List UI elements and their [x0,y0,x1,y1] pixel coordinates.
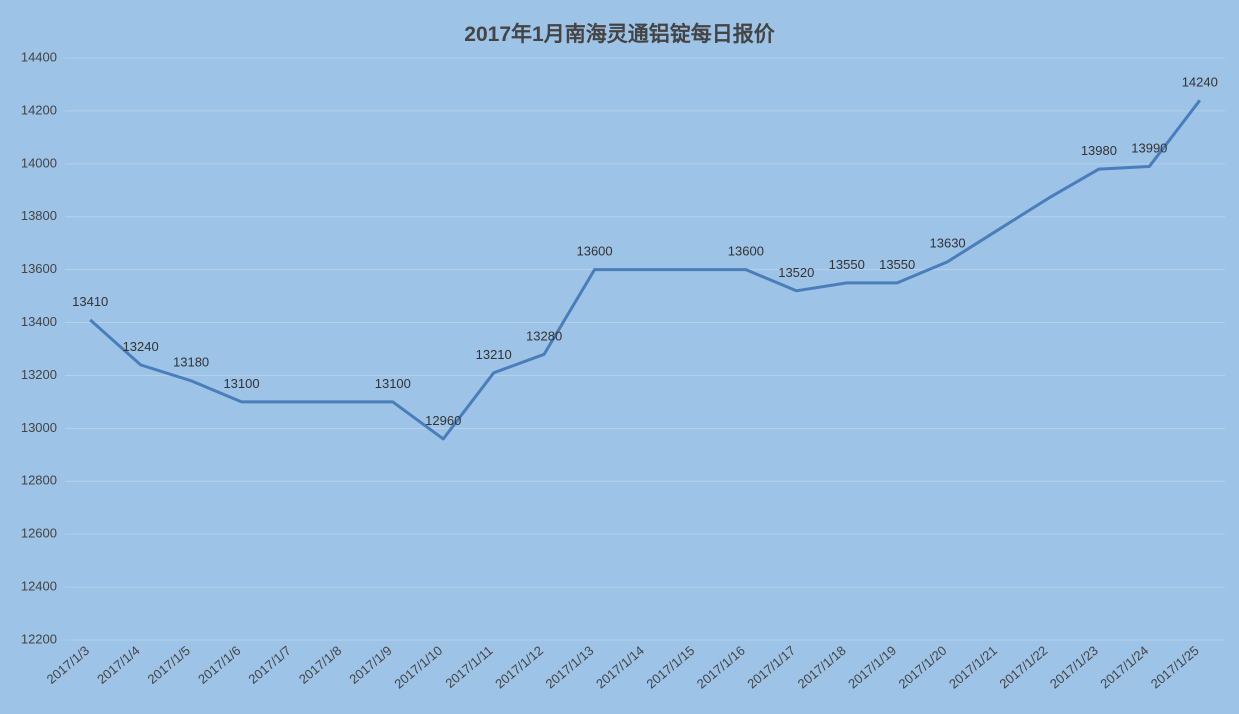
data-label: 13980 [1081,143,1117,158]
x-tick-label: 2017/1/3 [44,643,92,687]
data-label: 12960 [425,413,461,428]
x-tick-label: 2017/1/22 [996,643,1050,692]
x-tick-label: 2017/1/5 [145,643,193,687]
x-tick-label: 2017/1/25 [1148,643,1202,692]
data-label: 13600 [576,244,612,259]
y-tick-label: 13000 [21,420,57,435]
y-tick-label: 13200 [21,367,57,382]
x-tick-label: 2017/1/24 [1097,643,1151,692]
y-tick-label: 14000 [21,155,57,170]
data-label: 13180 [173,355,209,370]
x-tick-label: 2017/1/17 [744,643,798,692]
x-tick-label: 2017/1/21 [946,643,1000,692]
x-tick-label: 2017/1/6 [195,643,243,687]
data-label: 13100 [223,376,259,391]
x-tick-label: 2017/1/14 [593,643,647,692]
data-label: 13600 [728,244,764,259]
x-tick-label: 2017/1/15 [643,643,697,692]
data-label: 13100 [375,376,411,391]
data-label: 13240 [123,339,159,354]
data-label: 13990 [1131,140,1167,155]
data-label: 13550 [879,257,915,272]
data-label: 13410 [72,294,108,309]
y-tick-label: 14200 [21,102,57,117]
x-tick-label: 2017/1/8 [296,643,344,687]
x-tick-label: 2017/1/7 [245,643,293,687]
y-tick-label: 13800 [21,208,57,223]
x-tick-label: 2017/1/4 [94,643,142,687]
data-label: 13280 [526,328,562,343]
x-tick-label: 2017/1/23 [1047,643,1101,692]
line-chart: 2017年1月南海灵通铝锭每日报价 1220012400126001280013… [0,0,1239,714]
data-label: 13550 [829,257,865,272]
x-tick-label: 2017/1/10 [391,643,445,692]
y-tick-label: 14400 [21,49,57,64]
y-tick-label: 12800 [21,473,57,488]
data-label: 13630 [930,236,966,251]
x-tick-label: 2017/1/13 [543,643,597,692]
y-tick-label: 12400 [21,579,57,594]
x-tick-label: 2017/1/19 [845,643,899,692]
x-tick-label: 2017/1/18 [795,643,849,692]
data-label: 14240 [1182,74,1218,89]
x-tick-label: 2017/1/16 [694,643,748,692]
x-tick-label: 2017/1/12 [492,643,546,692]
x-tick-label: 2017/1/20 [896,643,950,692]
x-tick-label: 2017/1/9 [346,643,394,687]
chart-svg: 12200 12400 12600 12800 13000 13200 13400 13600… [0,0,1239,714]
y-tick-label: 12200 [21,631,57,646]
data-label: 13210 [476,347,512,362]
y-tick-label: 12600 [21,526,57,541]
y-tick-label: 13600 [21,261,57,276]
y-tick-label: 13400 [21,314,57,329]
x-tick-label: 2017/1/11 [442,643,495,691]
data-label: 13520 [778,265,814,280]
